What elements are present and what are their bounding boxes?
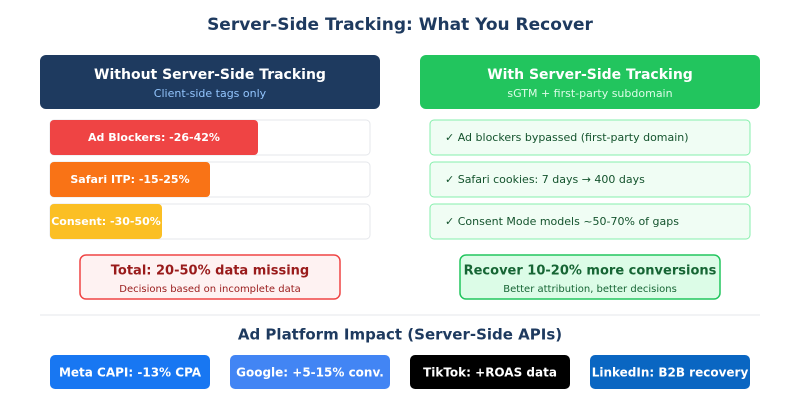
without-header: [40, 55, 380, 109]
with-subtitle: sGTM + first-party subdomain: [507, 87, 672, 100]
recover-label: ✓ Safari cookies: 7 days → 400 days: [445, 173, 645, 186]
without-title: Without Server-Side Tracking: [94, 67, 326, 83]
recover-item: [429, 119, 751, 156]
with-header: [420, 55, 760, 109]
recover-label: ✓ Ad blockers bypassed (first-party doma…: [445, 131, 689, 144]
title: Server-Side Tracking: What You Recover: [207, 15, 593, 35]
loss-bar: [50, 120, 258, 155]
platform-label: Google: +5-15% conv.: [236, 366, 384, 380]
loss-label: Consent: -30-50%: [51, 215, 161, 228]
platform-badge: [50, 355, 210, 389]
loss-bar: [50, 204, 162, 239]
recover-subtitle: Better attribution, better decisions: [503, 284, 677, 295]
platform-badge: [590, 355, 750, 389]
recover-title: Recover 10-20% more conversions: [464, 264, 717, 279]
recover-item: [429, 161, 751, 198]
loss-bar: [50, 162, 210, 197]
loss-label: Safari ITP: -15-25%: [70, 173, 189, 186]
platforms-title: Ad Platform Impact (Server-Side APIs): [238, 326, 562, 344]
without-subtitle: Client-side tags only: [154, 87, 267, 100]
missing-title: Total: 20-50% data missing: [111, 264, 309, 279]
platform-label: TikTok: +ROAS data: [423, 366, 557, 380]
platform-badge: [230, 355, 390, 389]
with-title: With Server-Side Tracking: [487, 67, 693, 83]
recover-label: ✓ Consent Mode models ~50-70% of gaps: [445, 215, 679, 228]
recover-item: [429, 203, 751, 240]
missing-subtitle: Decisions based on incomplete data: [119, 284, 301, 295]
platform-badge: [410, 355, 570, 389]
platform-label: Meta CAPI: -13% CPA: [59, 366, 202, 380]
loss-label: Ad Blockers: -26-42%: [88, 131, 220, 144]
missing-box: [79, 254, 341, 300]
recover-box: [459, 254, 721, 300]
platform-label: LinkedIn: B2B recovery: [592, 366, 749, 380]
